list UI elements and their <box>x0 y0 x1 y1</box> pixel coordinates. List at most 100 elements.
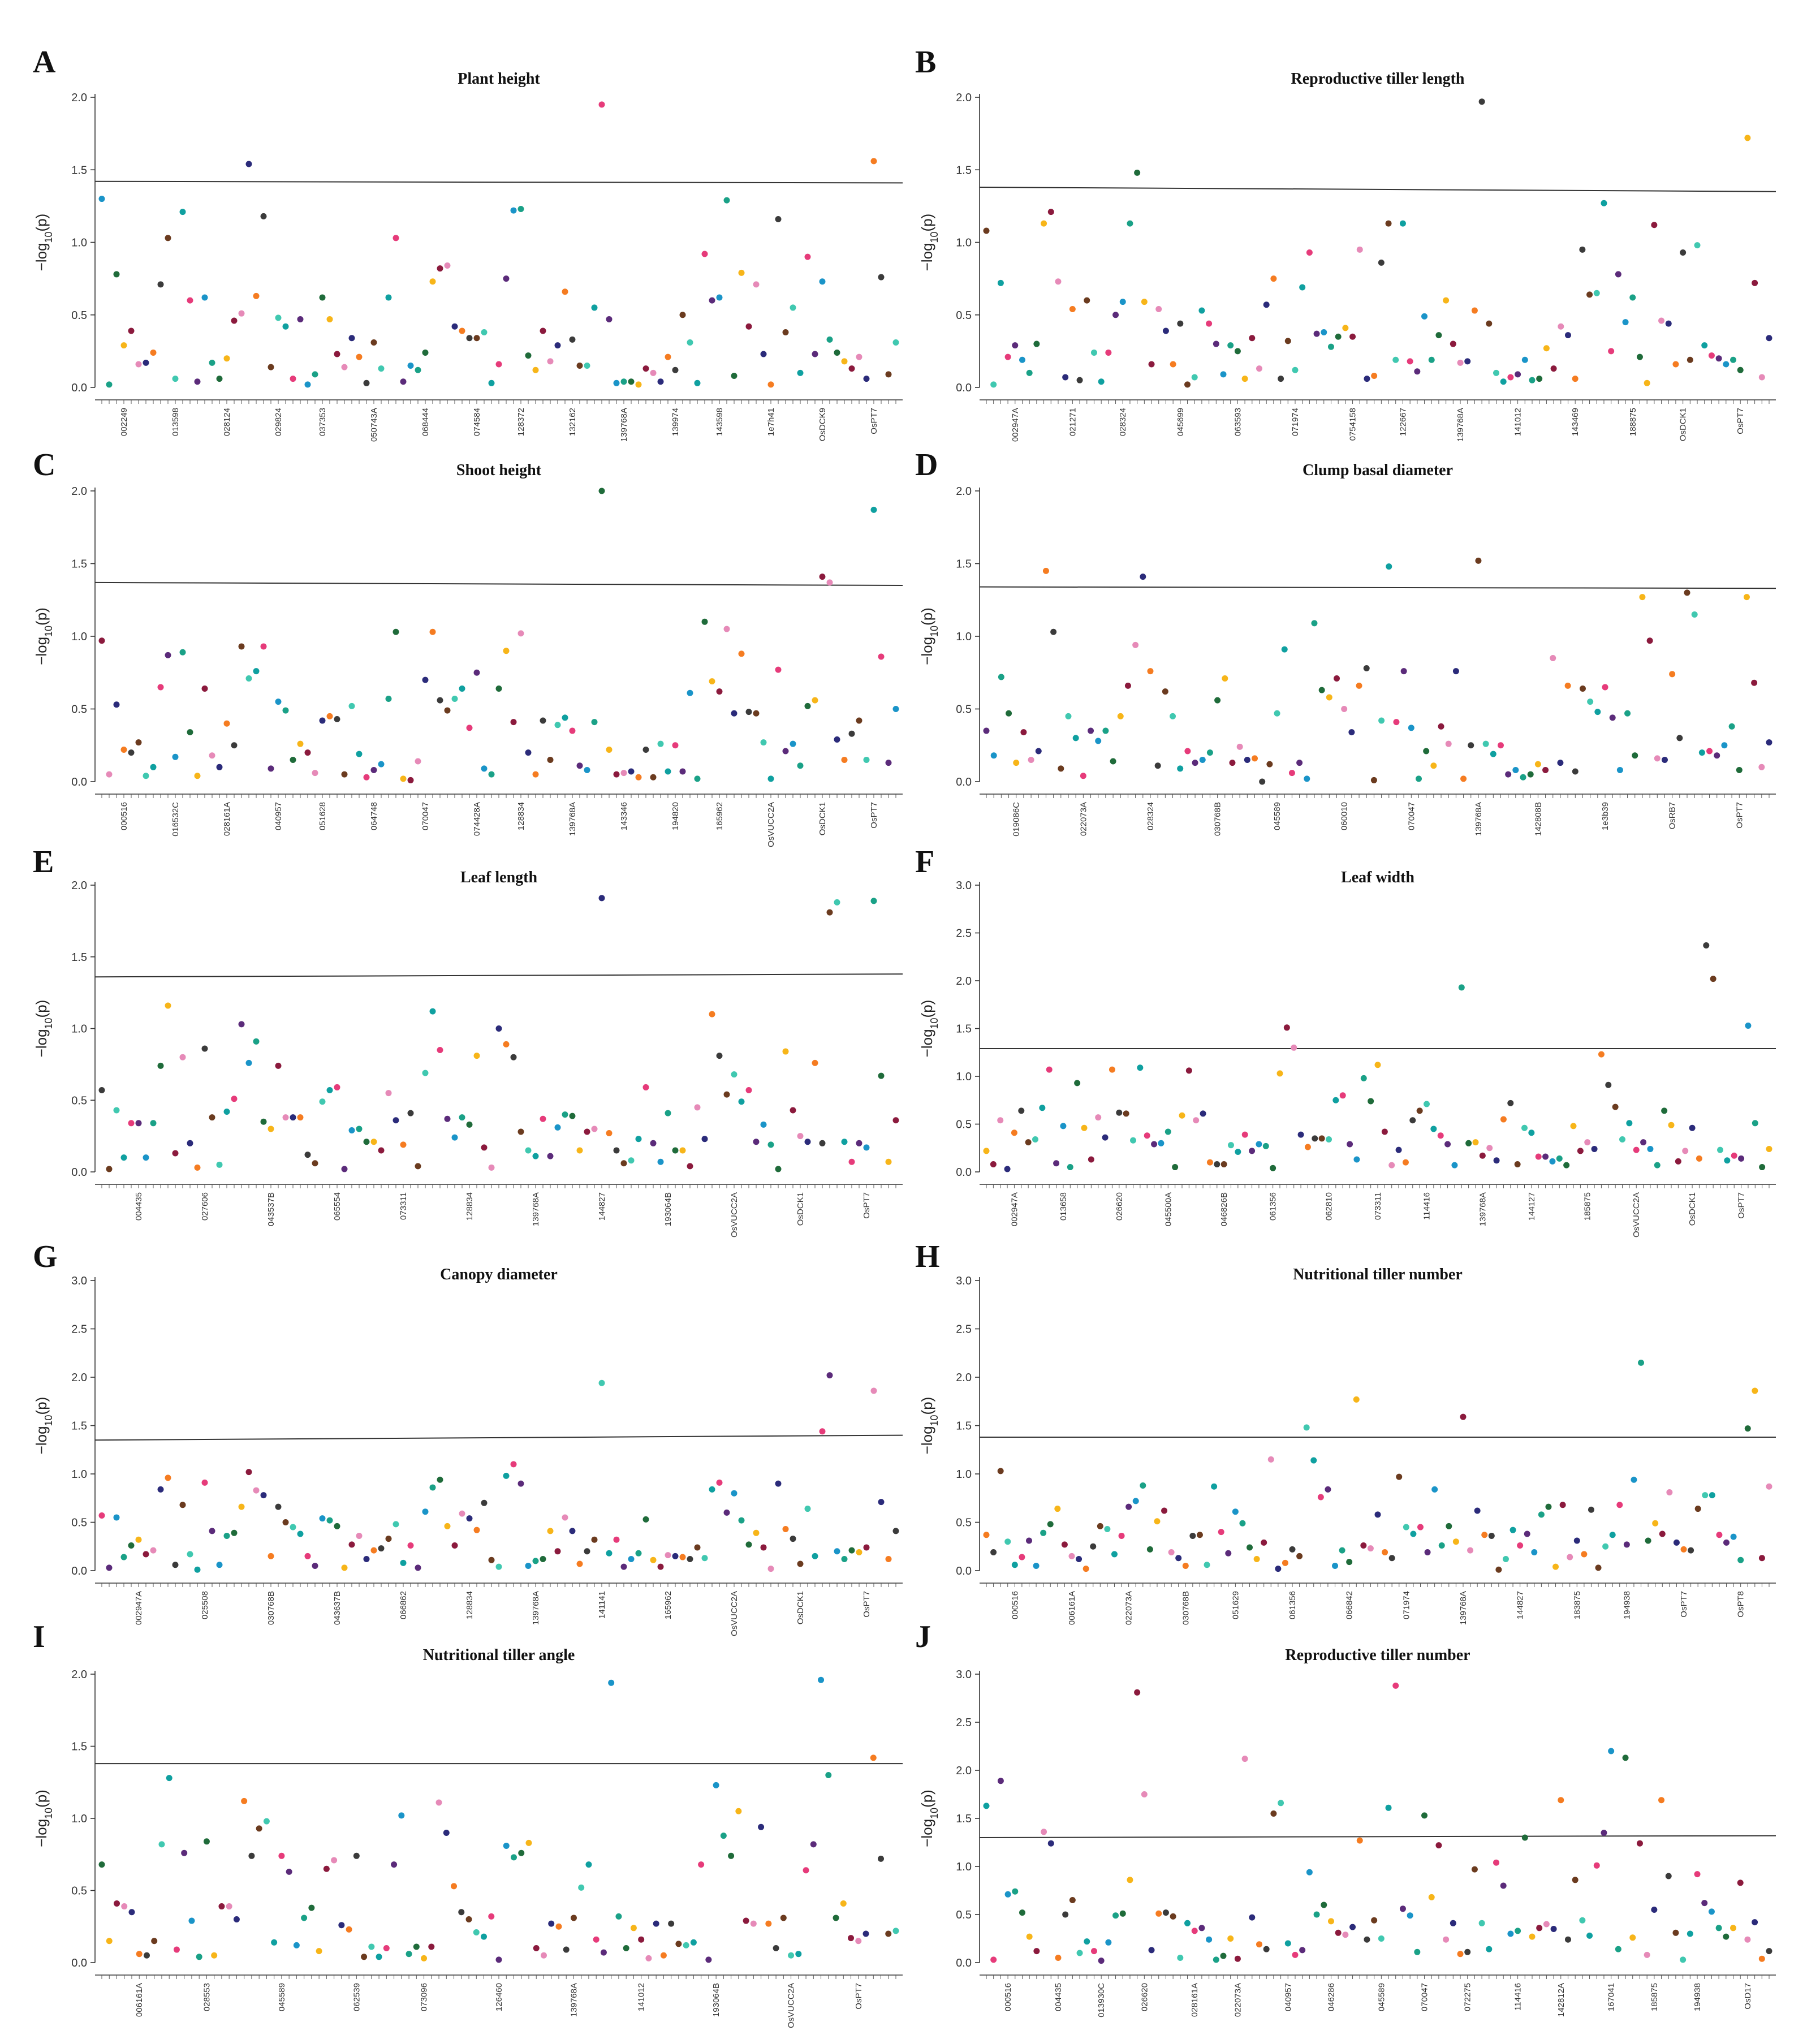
y-tick-label: 3.0 <box>956 1668 972 1681</box>
data-point <box>428 1943 435 1950</box>
data-point <box>694 1104 701 1111</box>
data-point <box>216 376 223 382</box>
data-point <box>1232 1508 1239 1515</box>
data-point <box>437 697 443 704</box>
data-point <box>473 1053 480 1059</box>
data-point <box>1467 1547 1474 1554</box>
data-point <box>172 753 179 760</box>
data-point <box>1438 1542 1445 1549</box>
data-point <box>363 380 370 386</box>
data-point <box>760 1544 767 1551</box>
data-point <box>1437 1132 1444 1139</box>
data-point <box>1497 742 1504 749</box>
data-point <box>525 1839 532 1846</box>
data-point <box>885 1555 892 1562</box>
data-point <box>1206 1159 1213 1166</box>
data-point <box>650 1140 657 1146</box>
panel-J: J Reproductive tiller number −log10(p) 0.0 0… <box>915 1619 1776 2017</box>
data-point <box>1012 342 1019 349</box>
data-point <box>1080 773 1086 779</box>
data-point <box>554 342 561 349</box>
data-point <box>834 899 840 906</box>
data-point <box>1249 1914 1256 1921</box>
data-point <box>997 1778 1004 1784</box>
data-point <box>698 1861 705 1868</box>
data-point <box>1019 1554 1025 1560</box>
data-point <box>780 1915 787 1921</box>
y-tick-label: 2.0 <box>956 92 972 104</box>
data-point <box>1267 1456 1274 1463</box>
data-point <box>1213 1956 1219 1963</box>
x-tick-label: 194938 <box>1622 1591 1632 1619</box>
data-point <box>1639 594 1646 601</box>
data-point <box>326 1087 333 1094</box>
data-point <box>1165 1128 1171 1135</box>
data-point <box>1134 1689 1141 1696</box>
data-point <box>173 1946 180 1953</box>
x-tick-label: 188875 <box>1628 408 1638 436</box>
data-point <box>613 771 620 778</box>
x-tick-label: 139768A <box>1456 408 1465 442</box>
x-tick-label: 114416 <box>1513 1983 1523 2011</box>
data-point <box>488 1557 495 1563</box>
data-point <box>1360 1075 1367 1081</box>
x-tick-label: 073311 <box>399 1192 408 1220</box>
data-point <box>642 1084 649 1090</box>
data-point <box>1047 1521 1054 1528</box>
chart-title: Reproductive tiller number <box>1285 1646 1470 1664</box>
data-point <box>628 1555 635 1562</box>
data-point <box>797 762 804 769</box>
data-point <box>635 1136 642 1142</box>
data-point <box>187 1140 193 1146</box>
data-point <box>1068 1553 1075 1559</box>
data-point <box>1177 1955 1184 1961</box>
data-point <box>1743 594 1750 601</box>
x-tick-label: 000516 <box>1003 1983 1013 2011</box>
data-point <box>1737 1557 1744 1563</box>
data-point <box>628 378 635 385</box>
data-point <box>286 1868 292 1875</box>
data-point <box>613 1147 620 1154</box>
data-point <box>848 1158 855 1165</box>
data-point <box>1062 1911 1069 1918</box>
data-point <box>1632 752 1638 759</box>
data-point <box>1666 1489 1673 1495</box>
data-point <box>1304 775 1310 782</box>
data-point <box>870 506 877 513</box>
data-point <box>1047 209 1054 215</box>
data-point <box>1011 1562 1018 1568</box>
data-point <box>1013 760 1020 766</box>
data-point <box>1424 1101 1430 1107</box>
data-point <box>290 376 296 382</box>
data-point <box>113 1900 120 1907</box>
x-tick-label: 016532C <box>171 802 180 837</box>
data-point <box>1026 369 1033 376</box>
data-point <box>209 1114 215 1121</box>
data-point <box>196 1954 202 1960</box>
data-point <box>1552 1563 1559 1570</box>
data-point <box>1028 756 1034 763</box>
data-point <box>1766 1145 1772 1152</box>
x-tick-label: 002947A <box>1011 408 1020 442</box>
data-point <box>1736 766 1743 773</box>
data-point <box>1148 361 1155 368</box>
data-point <box>1332 1097 1339 1103</box>
data-point <box>1162 327 1169 334</box>
data-point <box>1220 1161 1227 1167</box>
data-point <box>510 1854 517 1861</box>
data-point <box>1595 1564 1602 1571</box>
data-point <box>150 1120 157 1127</box>
data-point <box>1676 735 1683 741</box>
data-point <box>1235 1149 1241 1156</box>
y-tick-label: 2.0 <box>956 485 972 498</box>
data-point <box>1018 1107 1025 1114</box>
y-axis-label: −log10(p) <box>918 607 940 665</box>
data-point <box>1318 687 1325 693</box>
data-point <box>1408 725 1414 731</box>
data-point <box>290 1524 296 1530</box>
data-point <box>819 574 826 580</box>
data-point <box>804 253 811 260</box>
x-tick-label: 027606 <box>200 1192 210 1221</box>
data-point <box>363 774 370 781</box>
data-point <box>271 1939 278 1946</box>
